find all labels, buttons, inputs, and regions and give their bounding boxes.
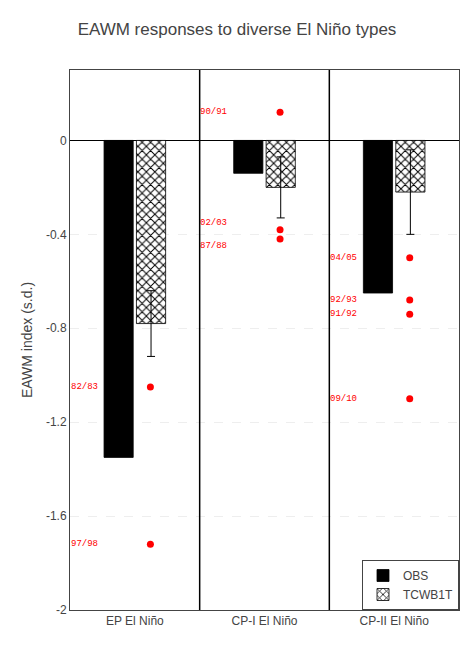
svg-text:OBS: OBS (403, 569, 428, 583)
svg-text:-1.6: -1.6 (46, 509, 67, 523)
svg-text:EP El Niño: EP El Niño (106, 614, 164, 628)
svg-text:82/83: 82/83 (71, 382, 98, 392)
svg-text:EAWM responses to diverse El N: EAWM responses to diverse El Niño types (78, 20, 397, 39)
svg-text:CP-I El Niño: CP-I El Niño (231, 614, 297, 628)
svg-text:90/91: 90/91 (200, 107, 227, 117)
svg-text:-2: -2 (56, 603, 67, 617)
svg-text:-1.2: -1.2 (46, 415, 67, 429)
svg-text:0: 0 (60, 134, 67, 148)
svg-text:TCWB1T: TCWB1T (403, 588, 453, 602)
svg-text:EAWM index (s.d.): EAWM index (s.d.) (19, 282, 35, 398)
svg-text:CP-II El Niño: CP-II El Niño (359, 614, 429, 628)
svg-text:09/10: 09/10 (330, 394, 357, 404)
svg-text:91/92: 91/92 (330, 309, 357, 319)
svg-text:-0.8: -0.8 (46, 321, 67, 335)
svg-text:02/03: 02/03 (200, 218, 227, 228)
svg-text:04/05: 04/05 (330, 253, 357, 263)
svg-text:97/98: 97/98 (71, 539, 98, 549)
svg-text:87/88: 87/88 (200, 241, 227, 251)
svg-text:92/93: 92/93 (330, 295, 357, 305)
svg-text:-0.4: -0.4 (46, 228, 67, 242)
